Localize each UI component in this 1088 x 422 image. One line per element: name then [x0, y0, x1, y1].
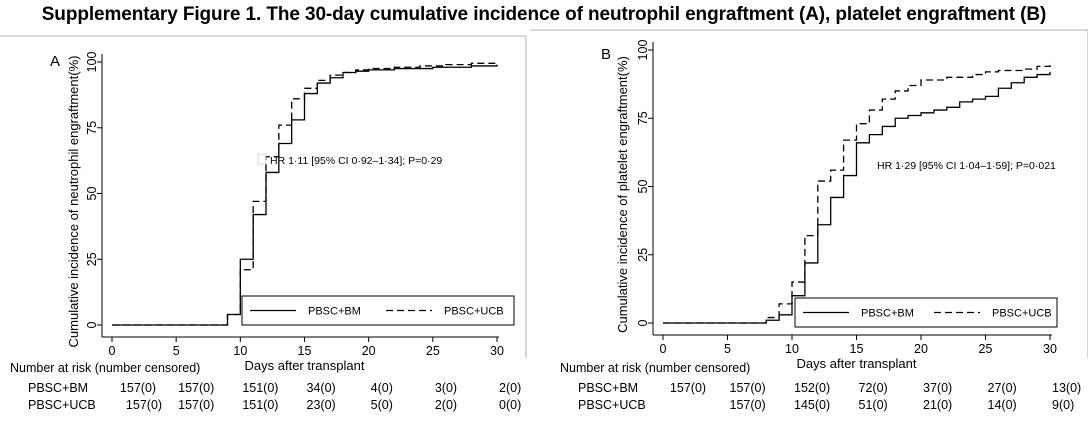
legend-label: PBSC+BM [308, 306, 361, 318]
series-line-pbsc-ucb [663, 60, 1051, 324]
x-tick-label: 20 [362, 344, 376, 358]
risk-row-label: PBSC+BM [28, 381, 89, 395]
x-tick-label: 10 [233, 344, 247, 358]
risk-cell: 37(0) [923, 381, 953, 395]
legend-label: PBSC+UCB [444, 306, 504, 318]
x-tick-label: 0 [660, 342, 667, 356]
hr-annotation: HR 1·29 [95% CI 1·04–1·59]; P=0·021 [877, 160, 1056, 172]
y-tick-label: 75 [636, 111, 650, 125]
risk-cell: 151(0) [242, 398, 279, 412]
risk-cell: 3(0) [434, 381, 458, 395]
risk-cell: 157(0) [178, 398, 215, 412]
y-tick-label: 25 [636, 248, 650, 262]
chart-panel-a: A 0 5 10 15 20 25 30 0 25 50 75 100 Days after transp… [0, 35, 527, 373]
risk-cell: 157(0) [729, 381, 766, 395]
risk-row-label: PBSC+UCB [28, 398, 96, 412]
x-tick-label: 15 [850, 342, 864, 356]
annotation-marker [257, 153, 267, 165]
risk-cell: 72(0) [858, 381, 888, 395]
x-tick-label: 10 [785, 342, 799, 356]
x-tick-label: 25 [426, 344, 440, 358]
panel-label: B [601, 46, 611, 63]
series-line-pbsc-bm [663, 71, 1051, 324]
risk-cell: 51(0) [858, 398, 888, 412]
y-tick-label: 100 [85, 52, 99, 73]
risk-cell: 0(0) [499, 398, 522, 412]
x-tick-label: 15 [298, 344, 312, 358]
y-axis-label: Cumulative incidence of neutrophil engra… [66, 56, 81, 348]
risk-cell: 9(0) [1052, 398, 1075, 412]
risk-cell: 151(0) [242, 381, 279, 395]
risk-cell: 21(0) [923, 398, 953, 412]
risk-cell: 157(0) [119, 381, 157, 395]
risk-cell: 157(0) [729, 398, 766, 412]
x-tick-label: 30 [1043, 342, 1057, 356]
series-line-pbsc-bm [112, 64, 498, 326]
x-axis-label: Days after transplant [797, 356, 917, 371]
risk-cell: 157(0) [125, 398, 163, 412]
panel-label: A [50, 53, 60, 70]
x-tick-label: 0 [109, 344, 116, 358]
chart-panel-b: B 0 5 10 15 20 25 30 0 25 50 75 100 Days after transp… [530, 29, 1088, 371]
risk-cell: 14(0) [987, 398, 1017, 412]
x-axis-label: Days after transplant [245, 358, 365, 373]
y-axis-label: Cumulative incidence of platelet engraft… [615, 56, 630, 333]
y-tick-label: 50 [85, 187, 99, 201]
risk-cell: 34(0) [306, 381, 336, 395]
series-line-pbsc-ucb [112, 62, 498, 326]
risk-cell: 5(0) [370, 398, 393, 412]
y-tick-label: 25 [85, 252, 99, 266]
legend-label: PBSC+UCB [992, 308, 1052, 320]
y-tick-label: 0 [636, 319, 650, 326]
x-tick-label: 20 [914, 342, 928, 356]
risk-row-label: PBSC+UCB [578, 398, 646, 412]
y-tick-label: 100 [636, 40, 650, 61]
risk-cell: 23(0) [306, 398, 336, 412]
risk-row-label: PBSC+BM [578, 381, 639, 395]
x-tick-label: 5 [173, 344, 180, 358]
legend-label: PBSC+BM [861, 308, 914, 320]
risk-cell: 2(0) [499, 381, 522, 395]
risk-cell: 157(0) [669, 381, 707, 395]
risk-cell: 27(0) [987, 381, 1017, 395]
risk-cell: 145(0) [794, 398, 831, 412]
x-tick-label: 30 [490, 344, 504, 358]
y-tick-label: 75 [85, 121, 99, 135]
risk-cell: 2(0) [434, 398, 458, 412]
x-tick-label: 25 [979, 342, 993, 356]
hr-annotation: HR 1·11 [95% CI 0·92–1·34]; P=0·29 [270, 155, 442, 167]
figure-title: Supplementary Figure 1. The 30-day cumul… [41, 4, 1047, 25]
y-tick-label: 0 [85, 321, 99, 328]
risk-table-title: Number at risk (number censored) [10, 361, 201, 375]
risk-table-title: Number at risk (number censored) [560, 361, 751, 375]
y-tick-label: 50 [636, 180, 650, 194]
risk-cell: 152(0) [794, 381, 831, 395]
risk-cell: 4(0) [370, 381, 393, 395]
risk-cell: 13(0) [1052, 381, 1082, 395]
x-tick-label: 5 [724, 342, 731, 356]
risk-cell: 157(0) [178, 381, 215, 395]
